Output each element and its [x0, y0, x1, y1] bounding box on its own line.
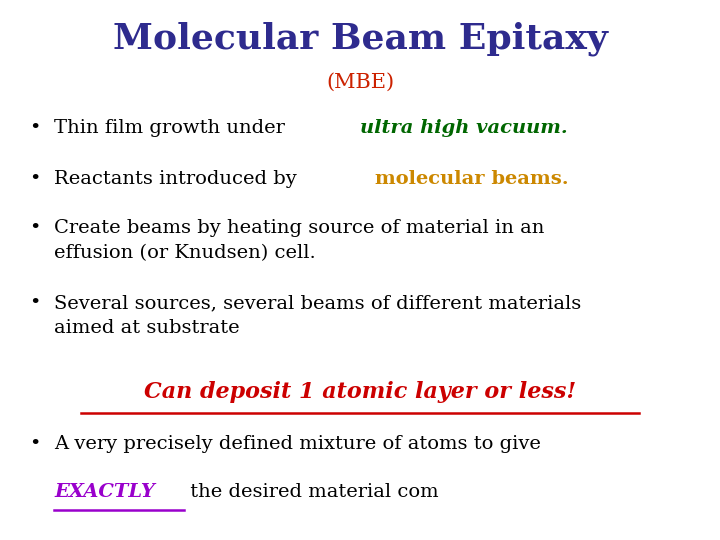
Text: Can deposit 1 atomic layer or less!: Can deposit 1 atomic layer or less!	[144, 381, 576, 403]
Text: Reactants introduced by: Reactants introduced by	[54, 170, 303, 188]
Text: EXACTLY: EXACTLY	[54, 483, 155, 501]
Text: Several sources, several beams of different materials
aimed at substrate: Several sources, several beams of differ…	[54, 294, 581, 338]
Text: Molecular Beam Epitaxy: Molecular Beam Epitaxy	[112, 22, 608, 56]
Text: A very precisely defined mixture of atoms to give: A very precisely defined mixture of atom…	[54, 435, 541, 453]
Text: •: •	[29, 119, 40, 137]
Text: •: •	[29, 435, 40, 453]
Text: •: •	[29, 170, 40, 188]
Text: Create beams by heating source of material in an
effusion (or Knudsen) cell.: Create beams by heating source of materi…	[54, 219, 544, 262]
Text: Thin film growth under: Thin film growth under	[54, 119, 291, 137]
Text: molecular beams.: molecular beams.	[375, 170, 569, 188]
Text: the desired material com: the desired material com	[184, 483, 438, 501]
Text: ultra high vacuum.: ultra high vacuum.	[360, 119, 567, 137]
Text: (MBE): (MBE)	[326, 73, 394, 92]
Text: •: •	[29, 219, 40, 237]
Text: •: •	[29, 294, 40, 312]
